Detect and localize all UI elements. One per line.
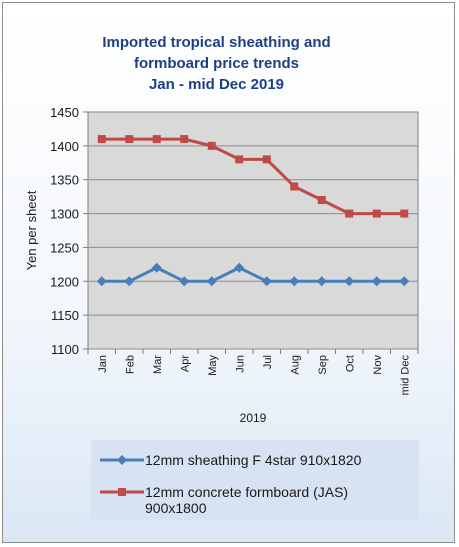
legend-swatch-sheathing xyxy=(100,455,144,465)
chart-title-line-2: formboard price trends xyxy=(133,55,300,72)
x-tick-label: Jun xyxy=(234,355,246,373)
legend-label-formboard-line-2: 900x1800 xyxy=(145,500,207,516)
legend-label-sheathing: 12mm sheathing F 4star 910x1820 xyxy=(145,452,362,468)
data-point-formboard xyxy=(180,135,189,144)
x-axis-title: 2019 xyxy=(240,411,267,425)
data-point-sheathing xyxy=(206,276,217,287)
data-point-sheathing xyxy=(234,262,245,273)
legend: 12mm sheathing F 4star 910x1820 12mm con… xyxy=(91,440,419,520)
x-tick-label: Jul xyxy=(262,355,274,369)
x-tick-label: mid Dec xyxy=(399,355,411,396)
legend-swatch-formboard xyxy=(100,488,144,496)
x-tick-label: Apr xyxy=(179,355,191,372)
chart-title-line-3: Jan - mid Dec 2019 xyxy=(148,76,285,93)
data-point-formboard xyxy=(97,135,106,144)
data-point-sheathing xyxy=(371,276,382,287)
x-tick-label: Mar xyxy=(152,355,164,374)
data-point-sheathing xyxy=(344,276,355,287)
x-tick-label: Aug xyxy=(289,355,301,375)
y-tick-label: 1150 xyxy=(51,308,79,323)
chart-title: Imported tropical sheathing and formboar… xyxy=(0,32,433,95)
y-tick-label: 1350 xyxy=(50,173,79,188)
data-point-sheathing xyxy=(124,276,135,287)
x-tick-label: Sep xyxy=(317,355,329,375)
data-point-formboard xyxy=(207,141,216,150)
data-point-formboard xyxy=(372,209,381,218)
chart-title-line-1: Imported tropical sheathing and xyxy=(102,34,331,51)
data-point-sheathing xyxy=(399,276,410,287)
data-point-sheathing xyxy=(316,276,327,287)
plot-area xyxy=(87,111,419,350)
data-point-sheathing xyxy=(179,276,190,287)
data-point-formboard xyxy=(290,182,299,191)
data-point-formboard xyxy=(235,155,244,164)
data-point-formboard xyxy=(317,196,326,205)
data-point-formboard xyxy=(125,135,134,144)
x-tick-label: Oct xyxy=(344,355,356,372)
x-tick-label: Nov xyxy=(372,355,384,375)
data-point-formboard xyxy=(152,135,161,144)
data-point-sheathing xyxy=(96,276,107,287)
y-tick-label: 1300 xyxy=(50,207,79,222)
data-point-sheathing xyxy=(151,262,162,273)
x-tick-label: Jan xyxy=(97,355,109,373)
y-tick-label: 1200 xyxy=(50,274,79,289)
y-axis-title: Yen per sheet xyxy=(24,190,39,270)
x-tick-label: May xyxy=(207,355,219,376)
data-point-formboard xyxy=(345,209,354,218)
data-point-sheathing xyxy=(261,276,272,287)
data-point-formboard xyxy=(400,209,409,218)
y-tick-label: 1250 xyxy=(50,240,79,255)
legend-label-formboard-line-1: 12mm concrete formboard (JAS) xyxy=(145,484,349,500)
y-tick-label: 1100 xyxy=(51,342,79,357)
y-tick-label: 1450 xyxy=(50,105,79,120)
x-tick-label: Feb xyxy=(124,355,136,374)
data-point-sheathing xyxy=(289,276,300,287)
data-point-formboard xyxy=(262,155,271,164)
series-line-formboard xyxy=(101,137,405,216)
y-tick-label: 1400 xyxy=(50,139,79,154)
